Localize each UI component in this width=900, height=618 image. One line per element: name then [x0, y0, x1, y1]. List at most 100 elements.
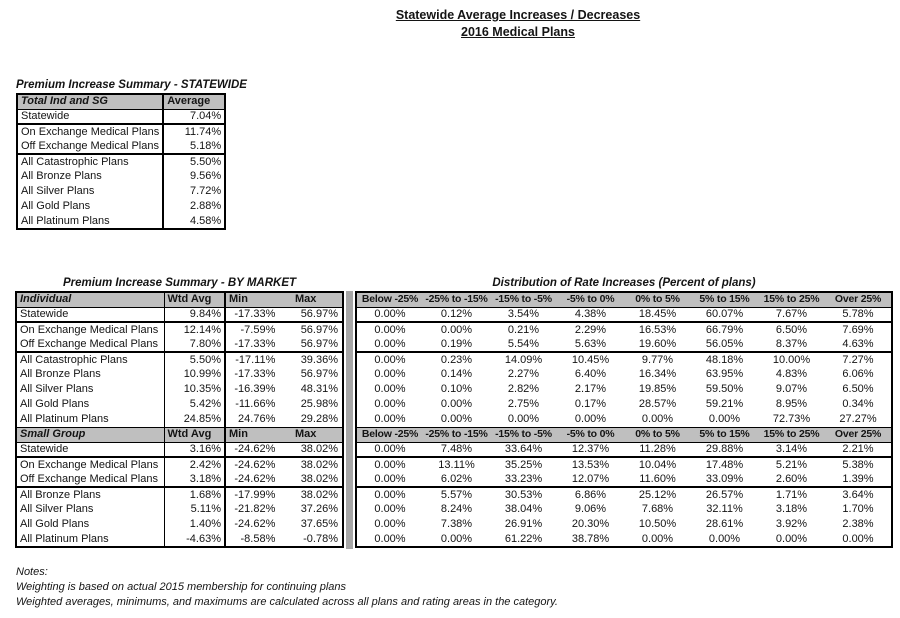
plan-label-cell: Off Exchange Medical Plans	[16, 337, 165, 352]
dist-header-cell: Below -25%	[356, 292, 423, 308]
wtd-avg-cell: 12.14%	[164, 321, 226, 337]
min-header: Min	[229, 428, 248, 440]
min-value: -17.33%	[234, 368, 276, 380]
dist-value-cell: 19.60%	[638, 337, 677, 350]
statewide-summary-table: Total Ind and SG Average Statewide 7.04% O…	[16, 93, 227, 230]
plan-label-cell: All Platinum Plans	[16, 532, 165, 547]
dist-value-cell: 0.00%	[374, 337, 406, 350]
dist-value-cell: 3.92%	[775, 518, 808, 530]
dist-value-cell: 9.06%	[574, 503, 607, 515]
wtd-avg-cell: 7.80%	[164, 337, 226, 352]
dist-value-cell: 0.00%	[356, 456, 423, 472]
dist-value-cell: 0.12%	[440, 307, 473, 320]
dist-value-cell: 38.04%	[504, 503, 543, 515]
small-group-row-all-platinum-plans: All Platinum Plans -4.63% -8.58% -0.78%	[16, 532, 343, 547]
dist-value-cell: 0.00%	[708, 532, 741, 545]
dist-header-cell: 5% to 15%	[691, 292, 758, 308]
plan-label-cell: All Gold Plans	[17, 199, 165, 214]
min-value: -17.33%	[234, 307, 276, 320]
min-max-cell: -7.59% 56.97%	[225, 321, 343, 337]
dist-value-cell: 0.00%	[374, 518, 406, 530]
dist-value-cell: 18.45%	[638, 307, 677, 320]
dist-header-cell: -5% to 0%	[557, 292, 624, 308]
wtd-avg-header-cell: Wtd Avg	[164, 426, 226, 443]
individual-row-all-bronze-plans: All Bronze Plans 10.99% -17.33% 56.97%	[16, 367, 343, 382]
min-max-cell: -24.62% 38.02%	[225, 442, 343, 457]
dist-value-cell: 8.24%	[440, 503, 473, 515]
min-value: -7.59%	[240, 323, 276, 336]
dist-value-cell: 11.60%	[639, 472, 676, 485]
dist-header-cell: Over 25%	[825, 292, 892, 308]
statewide-row-all-gold-plans: All Gold Plans 2.88%	[17, 199, 225, 214]
statewide-row-all-catastrophic-plans: All Catastrophic Plans 5.50%	[17, 153, 226, 169]
dist-individual-row: 0.00% 0.12% 3.54% 4.38% 18.45% 60.07% 7.67% 5.7…	[356, 307, 892, 322]
wtd-avg-cell: 5.50%	[164, 351, 226, 367]
dist-value-cell: 28.61%	[705, 518, 744, 530]
small-group-row-statewide: Statewide 3.16% -24.62% 38.02%	[16, 442, 343, 457]
notes-heading: Notes:	[16, 566, 48, 578]
min-value: -17.99%	[234, 488, 276, 501]
table-divider	[346, 291, 353, 549]
dist-value-cell: 0.00%	[374, 398, 406, 410]
plan-label-cell: All Bronze Plans	[16, 486, 165, 502]
statewide-row-off-exchange-medical-plans: Off Exchange Medical Plans 5.18%	[17, 139, 225, 154]
min-max-cell: -17.33% 56.97%	[225, 337, 343, 352]
min-value: -24.62%	[234, 472, 276, 485]
wtd-avg-cell: -4.63%	[164, 532, 226, 547]
dist-value-cell: 0.00%	[374, 383, 406, 395]
dist-small-group-header-row: Below -25% -25% to -15% -15% to -5% -5% to …	[356, 426, 892, 443]
small-group-row-all-silver-plans: All Silver Plans 5.11% -21.82% 37.26%	[16, 502, 343, 517]
dist-value-cell: 30.53%	[490, 486, 557, 502]
min-header: Min	[229, 293, 248, 306]
dist-header-cell: 15% to 25%	[758, 426, 825, 443]
average-value-cell: 7.04%	[189, 109, 222, 122]
individual-row-all-catastrophic-plans: All Catastrophic Plans 5.50% -17.11% 39.36%	[16, 351, 343, 367]
statewide-row-on-exchange-medical-plans: On Exchange Medical Plans 11.74%	[17, 123, 226, 139]
dist-value-cell: 0.14%	[440, 368, 473, 380]
dist-value-cell: 2.27%	[507, 368, 540, 380]
dist-header-cell: -25% to -15%	[423, 292, 490, 308]
dist-value-cell: 0.00%	[356, 486, 423, 502]
dist-header-cell: 0% to 5%	[624, 426, 691, 443]
dist-value-cell: 0.10%	[440, 383, 473, 395]
statewide-summary-section: Premium Increase Summary - STATEWIDE Tot…	[16, 78, 247, 230]
plan-label-cell: Statewide	[16, 307, 165, 322]
min-value: -24.62%	[234, 442, 276, 455]
individual-row-all-silver-plans: All Silver Plans 10.35% -16.39% 48.31%	[16, 382, 343, 397]
min-max-cell: -17.99% 38.02%	[225, 486, 343, 502]
dist-value-cell: 9.77%	[624, 351, 691, 367]
dist-header-cell: -15% to -5%	[490, 292, 557, 308]
by-market-table: Individual Wtd Avg Min Max Statewide 9.84% -17…	[15, 291, 344, 548]
dist-value-cell: 5.78%	[842, 307, 874, 320]
plan-label-cell: All Catastrophic Plans	[16, 351, 165, 367]
dist-value-cell: 12.37%	[571, 442, 610, 455]
min-value: -8.58%	[240, 532, 276, 545]
small-group-row-off-exchange-medical-plans: Off Exchange Medical Plans 3.18% -24.62% 38…	[16, 472, 343, 487]
plan-label-cell: On Exchange Medical Plans	[17, 123, 165, 139]
wtd-avg-cell: 3.18%	[164, 472, 226, 487]
max-value: 56.97%	[300, 337, 338, 350]
plan-label-cell: All Bronze Plans	[17, 169, 165, 184]
dist-value-cell: 7.67%	[775, 307, 808, 320]
max-value: 25.98%	[300, 398, 338, 410]
dist-value-cell: 2.82%	[507, 383, 540, 395]
dist-value-cell: 26.57%	[691, 486, 758, 502]
plan-label-cell: All Silver Plans	[16, 382, 165, 397]
dist-value-cell: 0.00%	[374, 503, 406, 515]
dist-individual-row: 0.00% 0.10% 2.82% 2.17% 19.85% 59.50% 9.07% 6.5…	[356, 382, 892, 397]
statewide-summary-title: Premium Increase Summary - STATEWIDE	[16, 79, 247, 91]
min-value: -21.82%	[234, 503, 276, 515]
individual-row-all-platinum-plans: All Platinum Plans 24.85% 24.76% 29.28%	[16, 412, 343, 427]
dist-value-cell: 60.07%	[705, 307, 744, 320]
min-max-cell: -16.39% 48.31%	[225, 382, 343, 397]
dist-value-cell: 6.40%	[574, 368, 607, 380]
small-group-row-on-exchange-medical-plans: On Exchange Medical Plans 2.42% -24.62% 38.…	[16, 456, 343, 472]
dist-value-cell: 32.11%	[706, 503, 743, 515]
dist-value-cell: 13.11%	[423, 456, 490, 472]
dist-value-cell: 0.00%	[641, 532, 674, 545]
statewide-header-average: Average	[163, 94, 226, 110]
min-value: -17.33%	[234, 337, 276, 350]
plan-label-cell: All Gold Plans	[16, 397, 165, 412]
dist-header-cell: -5% to 0%	[557, 426, 624, 443]
max-value: 56.97%	[300, 323, 338, 336]
